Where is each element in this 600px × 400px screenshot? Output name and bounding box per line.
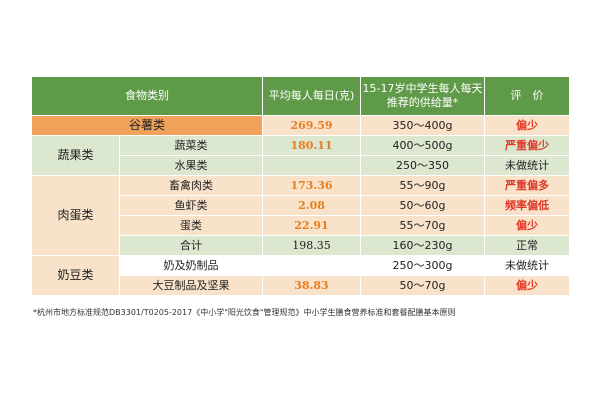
value-vegetables: 180.11: [262, 135, 361, 156]
nutrition-table: 食物类别 平均每人每日(克) 15-17岁中学生每人每天推荐的供给量* 评 价 …: [31, 76, 570, 296]
group-dairy-soy: 奶豆类: [31, 255, 120, 296]
eval-soy: 偏少: [484, 275, 570, 296]
eval-fish: 频率偏低: [484, 195, 570, 216]
header-evaluation: 评 价: [484, 76, 570, 116]
rec-fish: 50～60g: [360, 195, 485, 216]
eval-poultry: 严重偏多: [484, 175, 570, 196]
sub-milk: 奶及奶制品: [119, 255, 263, 276]
eval-vegetables: 严重偏少: [484, 135, 570, 156]
value-fish: 2.08: [262, 195, 361, 216]
eval-egg: 偏少: [484, 215, 570, 236]
sub-egg: 蛋类: [119, 215, 263, 236]
table-row: 奶豆类 奶及奶制品 250～300g 未做统计: [31, 255, 570, 296]
value-milk: [262, 255, 361, 276]
rec-poultry: 55～90g: [360, 175, 485, 196]
header-daily-average: 平均每人每日(克): [262, 76, 361, 116]
value-poultry: 173.36: [262, 175, 361, 196]
header-recommended-supply: 15-17岁中学生每人每天推荐的供给量*: [360, 76, 485, 116]
value-grain: 269.59: [262, 115, 361, 136]
table-row: 大豆制品及坚果 38.83 50～70g 偏少: [32, 275, 570, 296]
eval-total: 正常: [484, 235, 570, 256]
group-veg-fruit: 蔬果类: [31, 135, 120, 176]
rec-total: 160～230g: [360, 235, 485, 256]
sub-total: 合计: [119, 235, 263, 256]
sub-fish: 鱼虾类: [119, 195, 263, 216]
group-meat-egg: 肉蛋类: [31, 175, 120, 256]
header-food-category: 食物类别: [31, 76, 263, 116]
value-total: 198.35: [262, 235, 361, 256]
table-row: 合计 198.35 160～230g 正常: [32, 235, 570, 256]
footnote: *杭州市地方标准规范DB3301/T0205-2017《中小学"阳光饮食"管理规…: [33, 308, 456, 317]
rec-grain: 350～400g: [360, 115, 485, 136]
eval-milk: 未做统计: [484, 255, 570, 276]
category-grain: 谷薯类: [31, 115, 263, 136]
rec-milk: 250～300g: [360, 255, 485, 276]
sub-soy: 大豆制品及坚果: [119, 275, 263, 296]
sub-poultry: 畜禽肉类: [119, 175, 263, 196]
value-egg: 22.91: [262, 215, 361, 236]
table-header-row: 食物类别 平均每人每日(克) 15-17岁中学生每人每天推荐的供给量* 评 价: [31, 76, 570, 116]
rec-egg: 55～70g: [360, 215, 485, 236]
nutrition-table-container: 食物类别 平均每人每日(克) 15-17岁中学生每人每天推荐的供给量* 评 价 …: [31, 76, 570, 296]
table-row: 肉蛋类 畜禽肉类 173.36 55～90g 严重偏多: [31, 175, 570, 256]
sub-fruit: 水果类: [119, 155, 263, 176]
table-row: 谷薯类 269.59 350～400g 偏少: [31, 115, 570, 136]
table-row: 蛋类 22.91 55～70g 偏少: [32, 215, 570, 236]
value-soy: 38.83: [262, 275, 361, 296]
sub-vegetables: 蔬菜类: [119, 135, 263, 156]
eval-fruit: 未做统计: [484, 155, 570, 176]
value-fruit: [262, 155, 361, 176]
rec-soy: 50～70g: [360, 275, 485, 296]
rec-fruit: 250～350: [360, 155, 485, 176]
table-row: 蔬果类 蔬菜类 180.11 400～500g 严重偏少: [31, 135, 570, 176]
eval-grain: 偏少: [484, 115, 570, 136]
rec-vegetables: 400～500g: [360, 135, 485, 156]
